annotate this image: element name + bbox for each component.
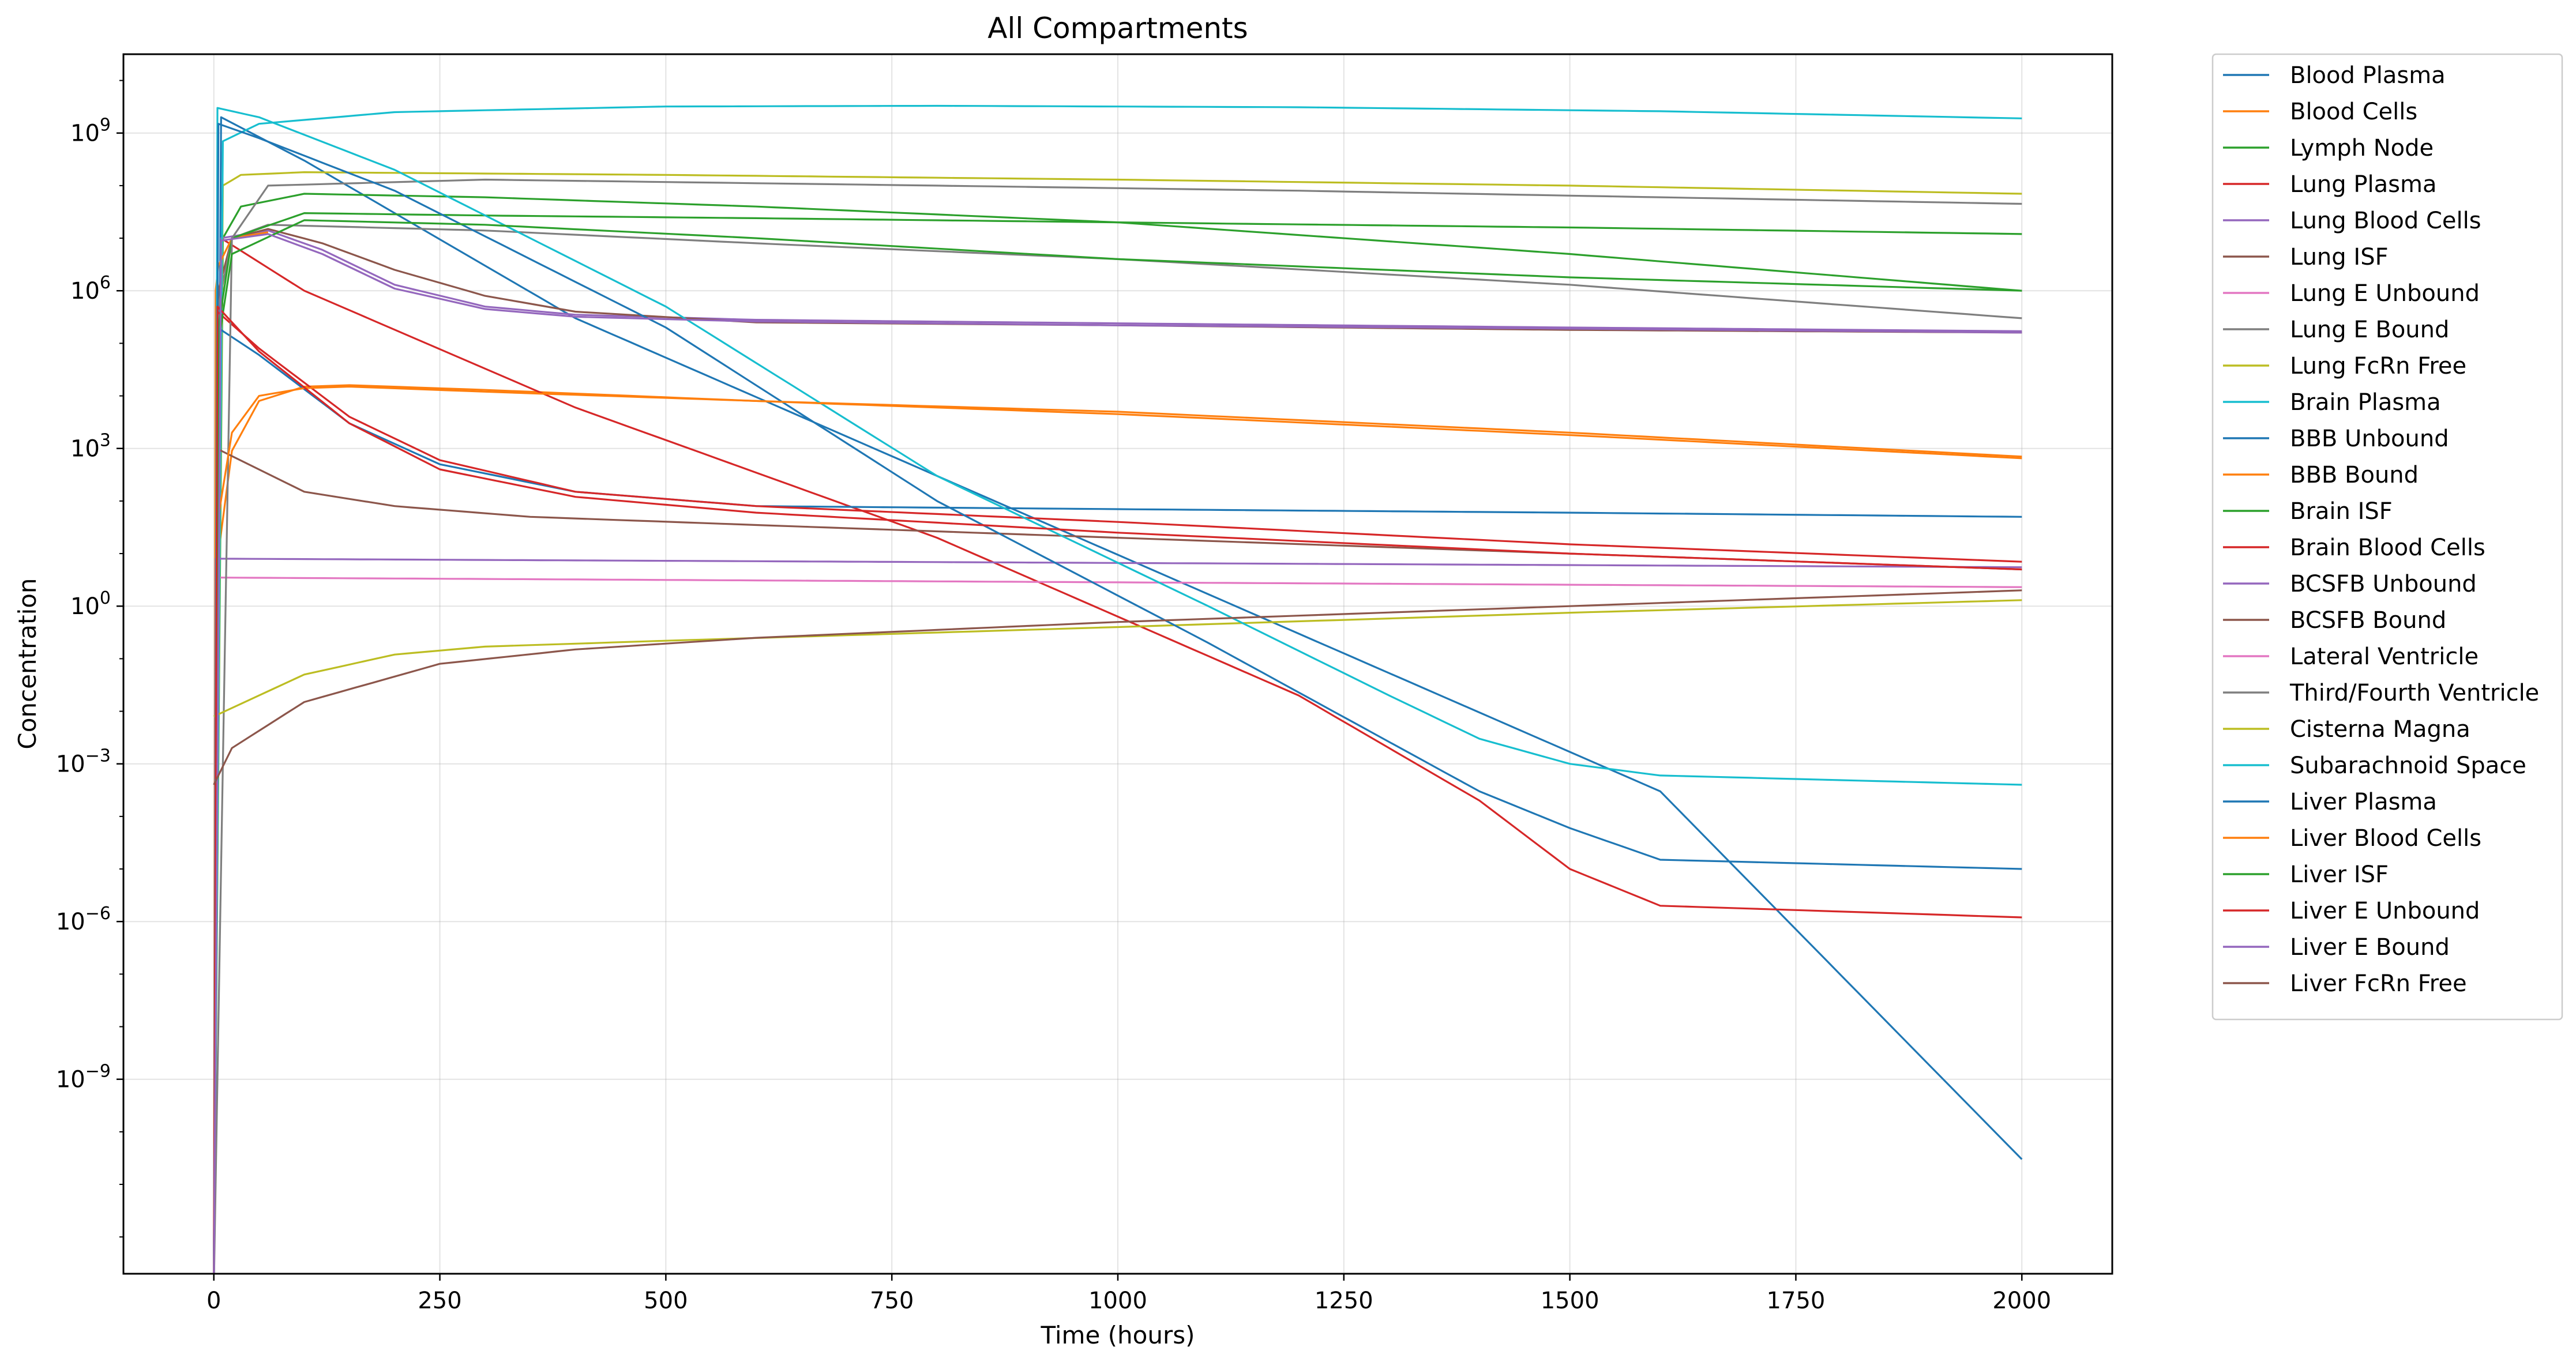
legend-label: Lymph Node: [2290, 135, 2434, 161]
series-line-18: [213, 599, 2022, 717]
x-tick-label: 2000: [1992, 1288, 2051, 1314]
y-tick-label: 109: [70, 115, 111, 147]
legend-label: Liver FcRn Free: [2290, 970, 2467, 997]
legend-label: Liver Plasma: [2290, 789, 2437, 815]
legend-label: Liver ISF: [2290, 861, 2389, 888]
x-tick-label: 0: [206, 1288, 221, 1314]
y-tick-label: 106: [70, 273, 111, 304]
legend-label: BCSFB Bound: [2290, 607, 2446, 634]
legend-label: Lung Blood Cells: [2290, 208, 2481, 234]
x-tick-label: 250: [418, 1288, 461, 1314]
legend-label: Liver E Bound: [2290, 934, 2450, 961]
legend-label: BBB Unbound: [2290, 426, 2449, 452]
series-line-6: [213, 577, 2022, 1274]
series-line-10: [213, 326, 2022, 1274]
legend-label: Lung E Unbound: [2290, 280, 2480, 307]
x-tick-label: 750: [870, 1288, 914, 1314]
series-line-20: [213, 123, 2022, 1274]
legend-label: BCSFB Unbound: [2290, 571, 2477, 597]
legend-label: Blood Plasma: [2290, 62, 2446, 89]
series-line-9: [213, 104, 2022, 1274]
chart-title: All Compartments: [987, 12, 1248, 45]
series-line-8: [213, 171, 2022, 1274]
legend-label: Brain Blood Cells: [2290, 535, 2485, 561]
series-line-22: [213, 219, 2022, 1274]
legend-label: Lung FcRn Free: [2290, 353, 2466, 379]
series-line-3: [213, 237, 2022, 1274]
series-line-21: [213, 385, 2022, 1274]
y-tick-label: 100: [70, 588, 111, 620]
legend-frame: [2211, 53, 2563, 1021]
series-line-23: [213, 306, 2022, 1274]
legend-label: Lung Plasma: [2290, 171, 2436, 198]
y-axis-label: Concentration: [13, 578, 42, 749]
x-tick-label: 500: [644, 1288, 688, 1314]
legend-label: Brain Plasma: [2290, 389, 2441, 416]
series-line-14: [213, 558, 2022, 1274]
x-tick-label: 1250: [1315, 1288, 1373, 1314]
series-line-1: [213, 384, 2022, 1274]
series-line-13: [213, 310, 2022, 1274]
legend-label: Lung ISF: [2290, 244, 2389, 270]
series-line-17: [213, 178, 2022, 1274]
legend-label: Brain ISF: [2290, 498, 2393, 525]
series-line-24: [213, 233, 2022, 1274]
plot-area: [213, 104, 2023, 1274]
legend-label: Lateral Ventricle: [2290, 644, 2479, 670]
series-line-25: [213, 589, 2022, 785]
legend-label: Third/Fourth Ventricle: [2289, 680, 2539, 706]
legend: Blood Plasma Blood Cells Lymph Node Lung Pl…: [2211, 53, 2563, 1021]
y-tick-label: 103: [70, 431, 111, 462]
legend-label: Blood Cells: [2290, 99, 2417, 125]
y-tick-label: 10−9: [56, 1062, 111, 1093]
series-line-19: [213, 107, 2022, 1274]
x-tick-label: 1750: [1767, 1288, 1826, 1314]
series-line-4: [213, 229, 2022, 1274]
legend-label: Liver Blood Cells: [2290, 825, 2481, 852]
legend-label: Cisterna Magna: [2290, 716, 2470, 743]
y-tick-label: 10−6: [56, 904, 111, 935]
axes-ticks: 0 250 500 750 1000 1250 1500 1750 2000 10−9 10−6 10…: [56, 80, 2051, 1314]
x-axis-label: Time (hours): [1041, 1321, 1195, 1349]
x-tick-label: 1000: [1088, 1288, 1147, 1314]
series-line-0: [213, 116, 2023, 1274]
legend-label: BBB Bound: [2290, 462, 2419, 488]
legend-label: Lung E Bound: [2290, 317, 2449, 343]
x-tick-label: 1500: [1541, 1288, 1599, 1314]
legend-label: Liver E Unbound: [2290, 898, 2480, 924]
series-line-12: [213, 212, 2022, 1274]
legend-label: Subarachnoid Space: [2290, 752, 2526, 779]
y-tick-label: 10−3: [56, 746, 111, 778]
